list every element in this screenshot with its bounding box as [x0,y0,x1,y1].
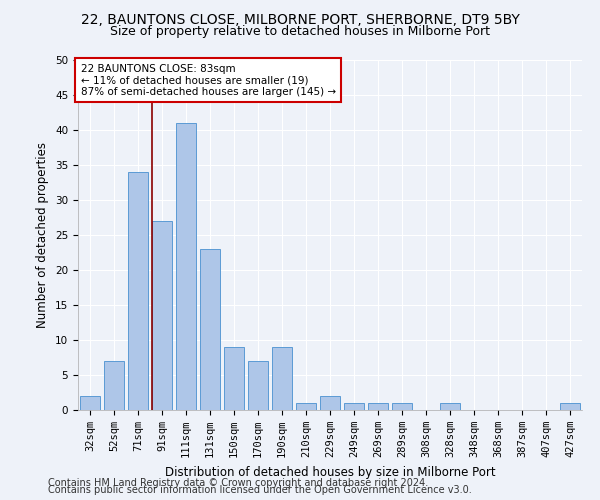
Bar [200,249,220,410]
Bar [440,403,460,410]
Bar [176,123,196,410]
Bar [272,347,292,410]
Bar [248,361,268,410]
Y-axis label: Number of detached properties: Number of detached properties [37,142,49,328]
Bar [560,403,580,410]
Bar [224,347,244,410]
Bar [128,172,148,410]
Bar [104,361,124,410]
Text: Size of property relative to detached houses in Milborne Port: Size of property relative to detached ho… [110,25,490,38]
Bar [368,403,388,410]
Bar [296,403,316,410]
X-axis label: Distribution of detached houses by size in Milborne Port: Distribution of detached houses by size … [164,466,496,478]
Text: 22 BAUNTONS CLOSE: 83sqm
← 11% of detached houses are smaller (19)
87% of semi-d: 22 BAUNTONS CLOSE: 83sqm ← 11% of detach… [80,64,335,96]
Text: Contains public sector information licensed under the Open Government Licence v3: Contains public sector information licen… [48,485,472,495]
Text: Contains HM Land Registry data © Crown copyright and database right 2024.: Contains HM Land Registry data © Crown c… [48,478,428,488]
Bar [320,396,340,410]
Bar [152,221,172,410]
Bar [80,396,100,410]
Bar [392,403,412,410]
Bar [344,403,364,410]
Text: 22, BAUNTONS CLOSE, MILBORNE PORT, SHERBORNE, DT9 5BY: 22, BAUNTONS CLOSE, MILBORNE PORT, SHERB… [80,12,520,26]
